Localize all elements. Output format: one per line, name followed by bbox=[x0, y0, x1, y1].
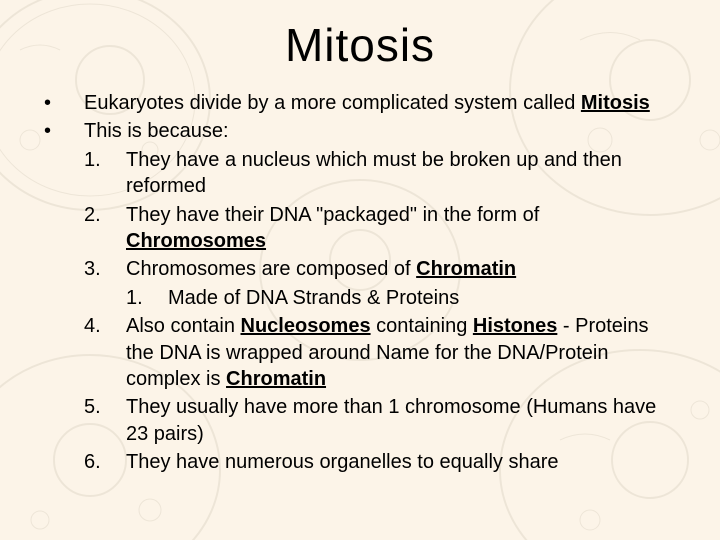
numbered-item: 1.They have a nucleus which must be brok… bbox=[84, 147, 680, 200]
numbered-list: 1.They have a nucleus which must be brok… bbox=[84, 147, 680, 476]
numbered-item: 5.They usually have more than 1 chromoso… bbox=[84, 394, 680, 447]
numbered-text: They usually have more than 1 chromosome… bbox=[126, 394, 680, 447]
bullet-marker: • bbox=[40, 90, 84, 116]
sub-marker: 1. bbox=[126, 285, 168, 311]
numbered-item: 3.Chromosomes are composed of Chromatin1… bbox=[84, 256, 680, 311]
bullet-text: Eukaryotes divide by a more complicated … bbox=[84, 90, 680, 116]
bullet-item: • Eukaryotes divide by a more complicate… bbox=[40, 90, 680, 116]
number-marker: 4. bbox=[84, 313, 126, 392]
slide-content: Mitosis • Eukaryotes divide by a more co… bbox=[0, 0, 720, 499]
sub-text: Made of DNA Strands & Proteins bbox=[168, 285, 459, 311]
number-marker: 6. bbox=[84, 449, 126, 475]
numbered-text: They have numerous organelles to equally… bbox=[126, 449, 680, 475]
numbered-item: 4.Also contain Nucleosomes containing Hi… bbox=[84, 313, 680, 392]
numbered-text: They have a nucleus which must be broken… bbox=[126, 147, 680, 200]
number-marker: 5. bbox=[84, 394, 126, 447]
sub-list: 1.Made of DNA Strands & Proteins bbox=[126, 285, 680, 311]
number-marker: 2. bbox=[84, 202, 126, 255]
numbered-item: 2.They have their DNA "packaged" in the … bbox=[84, 202, 680, 255]
bullet-marker: • bbox=[40, 118, 84, 477]
bullet-list: • Eukaryotes divide by a more complicate… bbox=[40, 90, 680, 477]
bullet-text: This is because: 1.They have a nucleus w… bbox=[84, 118, 680, 477]
sub-item: 1.Made of DNA Strands & Proteins bbox=[126, 285, 680, 311]
number-marker: 3. bbox=[84, 256, 126, 311]
numbered-text: They have their DNA "packaged" in the fo… bbox=[126, 202, 680, 255]
numbered-item: 6.They have numerous organelles to equal… bbox=[84, 449, 680, 475]
number-marker: 1. bbox=[84, 147, 126, 200]
numbered-text: Also contain Nucleosomes containing Hist… bbox=[126, 313, 680, 392]
slide-title: Mitosis bbox=[40, 18, 680, 72]
bullet-item: • This is because: 1.They have a nucleus… bbox=[40, 118, 680, 477]
numbered-text: Chromosomes are composed of Chromatin1.M… bbox=[126, 256, 680, 311]
